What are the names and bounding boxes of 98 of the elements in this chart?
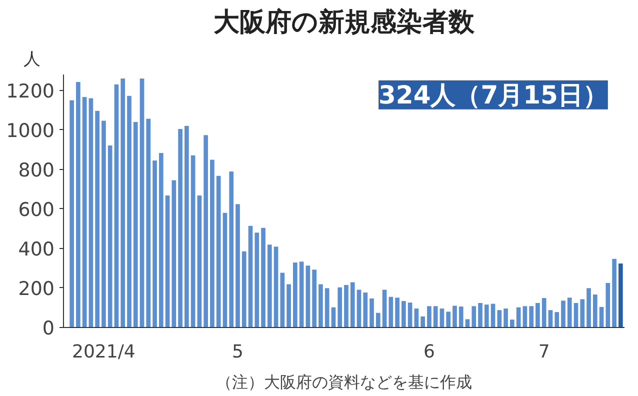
bar [172, 180, 176, 328]
bar [242, 251, 246, 328]
bar [236, 204, 240, 328]
bar [510, 320, 514, 328]
bar [567, 298, 572, 328]
bar [127, 96, 132, 328]
bar [395, 298, 400, 328]
bar [95, 110, 100, 328]
bar [554, 312, 560, 328]
bar [408, 302, 412, 328]
bar [402, 301, 406, 328]
bar [88, 98, 94, 328]
bar [261, 228, 266, 328]
bar [522, 306, 528, 328]
bar [478, 302, 482, 328]
y-tick-label: 1000 [6, 120, 55, 142]
bar [472, 306, 476, 328]
bar [324, 288, 330, 328]
bar [254, 232, 260, 328]
bar [414, 308, 419, 328]
bar [388, 296, 394, 328]
bar [382, 290, 387, 328]
bar [204, 135, 208, 328]
bar [299, 262, 304, 328]
bar [376, 312, 380, 328]
bar [120, 78, 126, 328]
bar [158, 152, 164, 328]
y-axis-title: 人 [24, 50, 40, 70]
bar [140, 78, 144, 328]
bar [612, 258, 616, 328]
bar [370, 298, 374, 328]
bar [70, 100, 74, 328]
bar [536, 302, 540, 328]
bar [318, 284, 323, 328]
bar [580, 299, 585, 328]
bar [280, 272, 285, 328]
bar [529, 306, 534, 328]
y-tick-label: 400 [18, 238, 54, 260]
bar [306, 266, 310, 328]
bar [497, 310, 502, 328]
bar [286, 284, 291, 328]
bar [312, 270, 316, 328]
bar [76, 82, 80, 328]
x-tick-label: 2021/4 [72, 342, 136, 362]
bar [146, 118, 151, 328]
y-tick-label: 200 [18, 278, 54, 300]
bar [267, 244, 272, 328]
bar [114, 84, 119, 328]
bar [574, 302, 578, 328]
y-tick-label: 1200 [6, 80, 55, 102]
bar [108, 145, 112, 328]
bar [356, 290, 362, 328]
bar [618, 263, 623, 328]
bar [152, 160, 157, 328]
bar [248, 226, 253, 328]
bar [165, 195, 170, 328]
bar [344, 285, 348, 328]
bar [458, 306, 464, 328]
bar [446, 312, 451, 328]
bar [599, 306, 604, 328]
bar [440, 308, 444, 328]
bar [606, 283, 610, 328]
bar [210, 160, 214, 328]
bar [420, 316, 425, 328]
bar [484, 304, 489, 328]
bar [542, 298, 546, 328]
bar [229, 172, 234, 328]
bar [133, 122, 138, 328]
x-tick-label: 6 [423, 342, 435, 362]
bar [222, 212, 228, 328]
x-tick-label: 7 [538, 342, 550, 362]
y-tick-label: 600 [18, 198, 54, 221]
bar [82, 97, 87, 328]
bar [350, 282, 355, 328]
bar [102, 120, 106, 328]
bar [561, 300, 566, 328]
bar [178, 129, 182, 328]
bar [504, 308, 508, 328]
annotation: 324人（7月15日） [378, 80, 608, 110]
bar [452, 306, 457, 328]
bar [274, 246, 278, 328]
bar [586, 288, 591, 328]
bar [433, 306, 438, 328]
y-tick-label: 800 [18, 159, 54, 182]
bar [184, 126, 189, 328]
bar [592, 294, 598, 328]
chart-title: 大阪府の新規感染者数 [214, 8, 476, 38]
bar [293, 262, 298, 328]
text: （注）大阪府の資料などを基に作成 [216, 372, 472, 392]
bar [363, 292, 368, 328]
bar [197, 195, 202, 328]
bar [427, 306, 432, 328]
bar [190, 155, 196, 328]
bar [216, 176, 221, 328]
bar [338, 287, 342, 328]
x-tick-label: 5 [232, 342, 244, 362]
y-tick-label: 0 [42, 318, 55, 340]
bar [548, 310, 553, 328]
